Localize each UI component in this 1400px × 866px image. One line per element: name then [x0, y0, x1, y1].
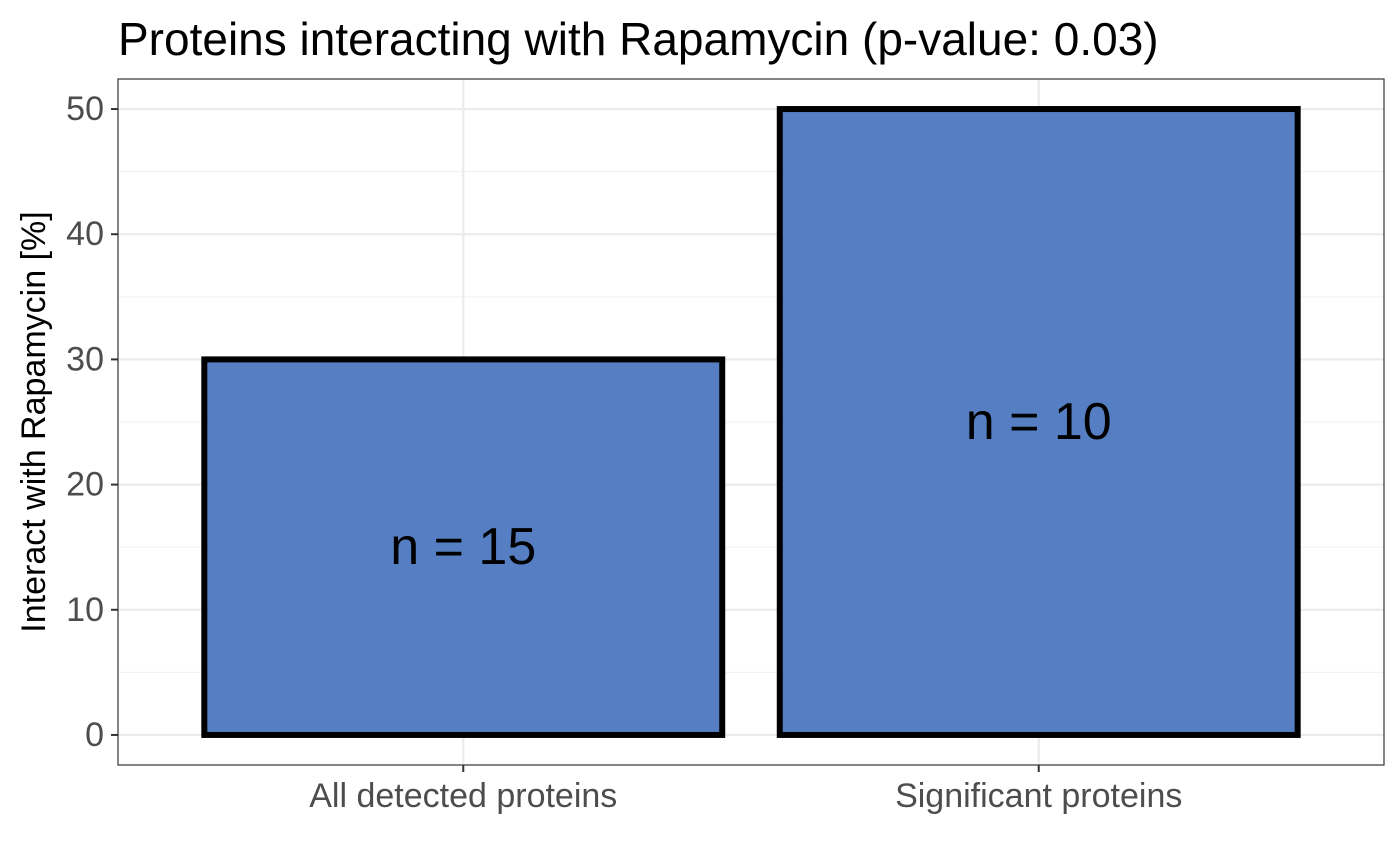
- y-tick-label: 0: [85, 716, 104, 754]
- bar: [776, 106, 1301, 738]
- x-tick-label: All detected proteins: [309, 777, 617, 815]
- bar-labels: n = 15 n = 10: [390, 393, 1111, 576]
- y-tick-label: 10: [66, 591, 104, 629]
- chart-title: Proteins interacting with Rapamycin (p-v…: [118, 13, 1159, 65]
- y-tick-label: 20: [66, 466, 104, 504]
- y-tick-label: 50: [66, 90, 104, 128]
- x-tick-label: Significant proteins: [895, 777, 1182, 815]
- bars: [201, 106, 1301, 738]
- bar-count-label: n = 15: [390, 518, 536, 576]
- y-axis-title: Interact with Rapamycin [%]: [15, 211, 53, 632]
- y-axis: 0 10 20 30 40 50: [66, 90, 118, 754]
- plot-panel-border: [117, 78, 1385, 766]
- bar-count-label: n = 10: [966, 393, 1112, 451]
- bar: [201, 356, 726, 738]
- y-tick-label: 40: [66, 215, 104, 253]
- y-tick-label: 30: [66, 340, 104, 378]
- x-axis: All detected proteins Significant protein…: [309, 765, 1182, 815]
